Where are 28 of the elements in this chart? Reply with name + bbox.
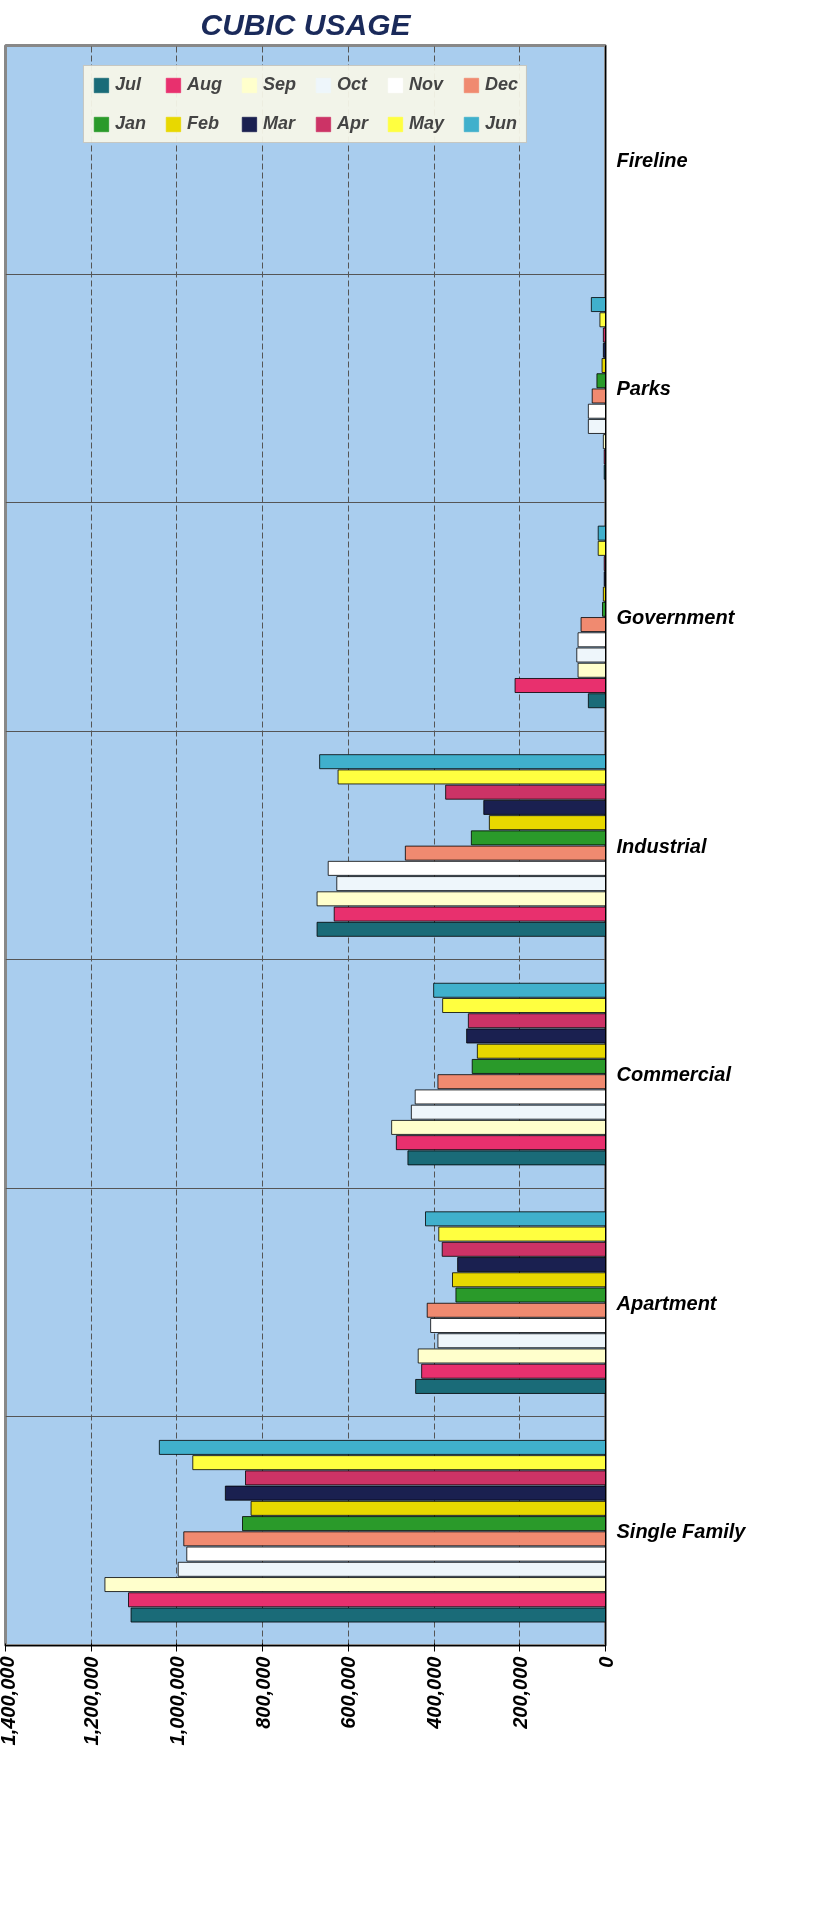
x-tick-label: 600,000 (337, 1656, 360, 1729)
y-tick-label: Government (616, 605, 736, 628)
legend-label: Aug (186, 74, 222, 95)
legend-label: Nov (409, 74, 444, 95)
x-tick-label: 0 (594, 1656, 617, 1668)
legend-label: Jan (114, 113, 146, 134)
x-tick-label: 1,200,000 (80, 1656, 103, 1746)
x-tick-label: 1,400,000 (0, 1656, 19, 1746)
legend-label: Apr (337, 113, 368, 134)
legend-label: Oct (337, 74, 368, 95)
x-tick-label: 200,000 (508, 1656, 531, 1730)
legend-label: Jul (114, 74, 141, 95)
y-tick-label: Single Family (616, 1520, 747, 1543)
y-tick-label: Parks (616, 377, 671, 400)
y-tick-label: Apartment (615, 1291, 718, 1314)
x-tick-label: 400,000 (423, 1656, 446, 1730)
legend-label: Sep (262, 74, 296, 95)
y-tick-label: Industrial (616, 834, 707, 857)
legend-label: Mar (262, 113, 295, 134)
legend-label: Feb (186, 113, 219, 134)
x-tick-label: 800,000 (251, 1656, 274, 1729)
y-tick-label: Commercial (616, 1063, 732, 1086)
legend-label: May (409, 113, 445, 134)
legend-label: Jun (485, 113, 518, 134)
chart-title: CUBIC USAGE (200, 7, 412, 41)
y-tick-label: Fireline (616, 148, 688, 171)
x-tick-label: 1,000,000 (165, 1656, 188, 1746)
legend-label: Dec (485, 74, 519, 95)
